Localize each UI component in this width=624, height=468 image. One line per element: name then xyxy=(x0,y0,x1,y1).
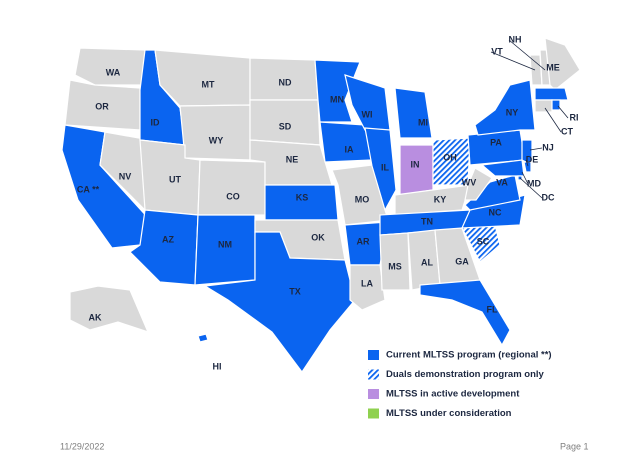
state-label: ME xyxy=(546,62,560,72)
state-label: MS xyxy=(388,261,402,271)
state-label: VA xyxy=(496,177,508,187)
leader-line xyxy=(544,107,562,133)
state xyxy=(314,59,361,123)
state-label: AZ xyxy=(162,234,174,244)
state xyxy=(69,285,150,333)
state-label: WY xyxy=(209,135,224,145)
state xyxy=(379,232,411,291)
legend-swatch xyxy=(368,408,379,419)
state-label: WV xyxy=(462,177,477,187)
legend-swatch xyxy=(368,369,379,380)
state-label: AR xyxy=(357,236,370,246)
leader-line xyxy=(490,51,536,71)
state-label: SD xyxy=(279,121,292,131)
state-label: KS xyxy=(296,192,309,202)
state xyxy=(534,99,553,113)
state-label: TX xyxy=(289,286,301,296)
state xyxy=(197,159,266,216)
state xyxy=(534,87,569,101)
state-label: NE xyxy=(286,154,299,164)
leader-line xyxy=(521,171,529,185)
state-label: CO xyxy=(226,191,240,201)
state xyxy=(74,47,146,86)
leader-line xyxy=(557,105,569,119)
state-label: FL xyxy=(487,304,498,314)
state-label: KY xyxy=(434,194,447,204)
state-label: NH xyxy=(509,34,522,44)
state-label: IN xyxy=(411,159,420,169)
state xyxy=(419,279,511,347)
state-label: IL xyxy=(381,162,390,172)
legend-label: Duals demonstration program only xyxy=(386,369,545,380)
state-label: IA xyxy=(345,144,355,154)
us-map: WA OR CA ** NV ID MT WY UT CO AZ NM ND SD NE KS OK TX MN I… xyxy=(61,34,581,374)
state-label: CA ** xyxy=(77,184,100,194)
state xyxy=(521,139,533,166)
state xyxy=(551,99,561,111)
state-label: MI xyxy=(418,117,428,127)
state-label: PA xyxy=(490,137,502,147)
state xyxy=(467,129,526,166)
state-label: NV xyxy=(119,171,132,181)
state-label: WA xyxy=(106,67,121,77)
state xyxy=(179,104,251,161)
state xyxy=(264,184,339,221)
state xyxy=(394,87,433,139)
state xyxy=(474,79,536,136)
state-label: MT xyxy=(202,79,215,89)
leader-line xyxy=(525,159,529,167)
state-label: DC xyxy=(542,192,555,202)
state xyxy=(523,161,532,173)
state-label: OK xyxy=(311,232,325,242)
footer-date: 11/29/2022 xyxy=(60,441,104,451)
state-label: ND xyxy=(279,77,292,87)
state xyxy=(203,231,356,374)
state-label: TN xyxy=(421,216,433,226)
legend-swatch xyxy=(368,350,379,360)
state-label: ID xyxy=(151,117,161,127)
leader-line xyxy=(519,177,543,199)
state-label: MN xyxy=(330,94,344,104)
state-label: OH xyxy=(443,152,457,162)
state-label: MO xyxy=(355,194,370,204)
leader-line xyxy=(529,147,543,151)
footer-page: Page 1 xyxy=(560,441,589,451)
state-label: HI xyxy=(213,361,222,371)
state-label: VT xyxy=(491,46,503,56)
state-label: MD xyxy=(527,178,541,188)
legend-swatch xyxy=(368,389,379,399)
state-label: NM xyxy=(218,239,232,249)
state xyxy=(197,333,209,343)
state xyxy=(544,37,581,91)
state-label: SC xyxy=(477,236,490,246)
state xyxy=(349,264,386,311)
state xyxy=(364,127,397,212)
state-label: RI xyxy=(570,112,579,122)
state-label: GA xyxy=(455,256,469,266)
state-label: AL xyxy=(421,257,433,267)
state-label: NJ xyxy=(542,142,554,152)
legend-label: Current MLTSS program (regional **) xyxy=(386,350,552,361)
state xyxy=(464,167,493,201)
state-label: DE xyxy=(526,154,539,164)
state-label: UT xyxy=(169,174,181,184)
leader-line xyxy=(508,39,546,71)
state xyxy=(331,164,389,226)
legend-label: MLTSS in active development xyxy=(386,389,520,400)
legend-label: MLTSS under consideration xyxy=(386,408,512,419)
state-label: CT xyxy=(561,126,573,136)
state-label: WI xyxy=(362,109,373,119)
state xyxy=(194,214,256,286)
state xyxy=(399,144,434,196)
state-label: OR xyxy=(95,101,109,111)
state-label: AK xyxy=(89,312,102,322)
legend: Current MLTSS program (regional **) Duals… xyxy=(368,350,552,419)
state-label: NC xyxy=(489,207,502,217)
state-label: LA xyxy=(361,278,373,288)
state-label: NY xyxy=(506,107,519,117)
